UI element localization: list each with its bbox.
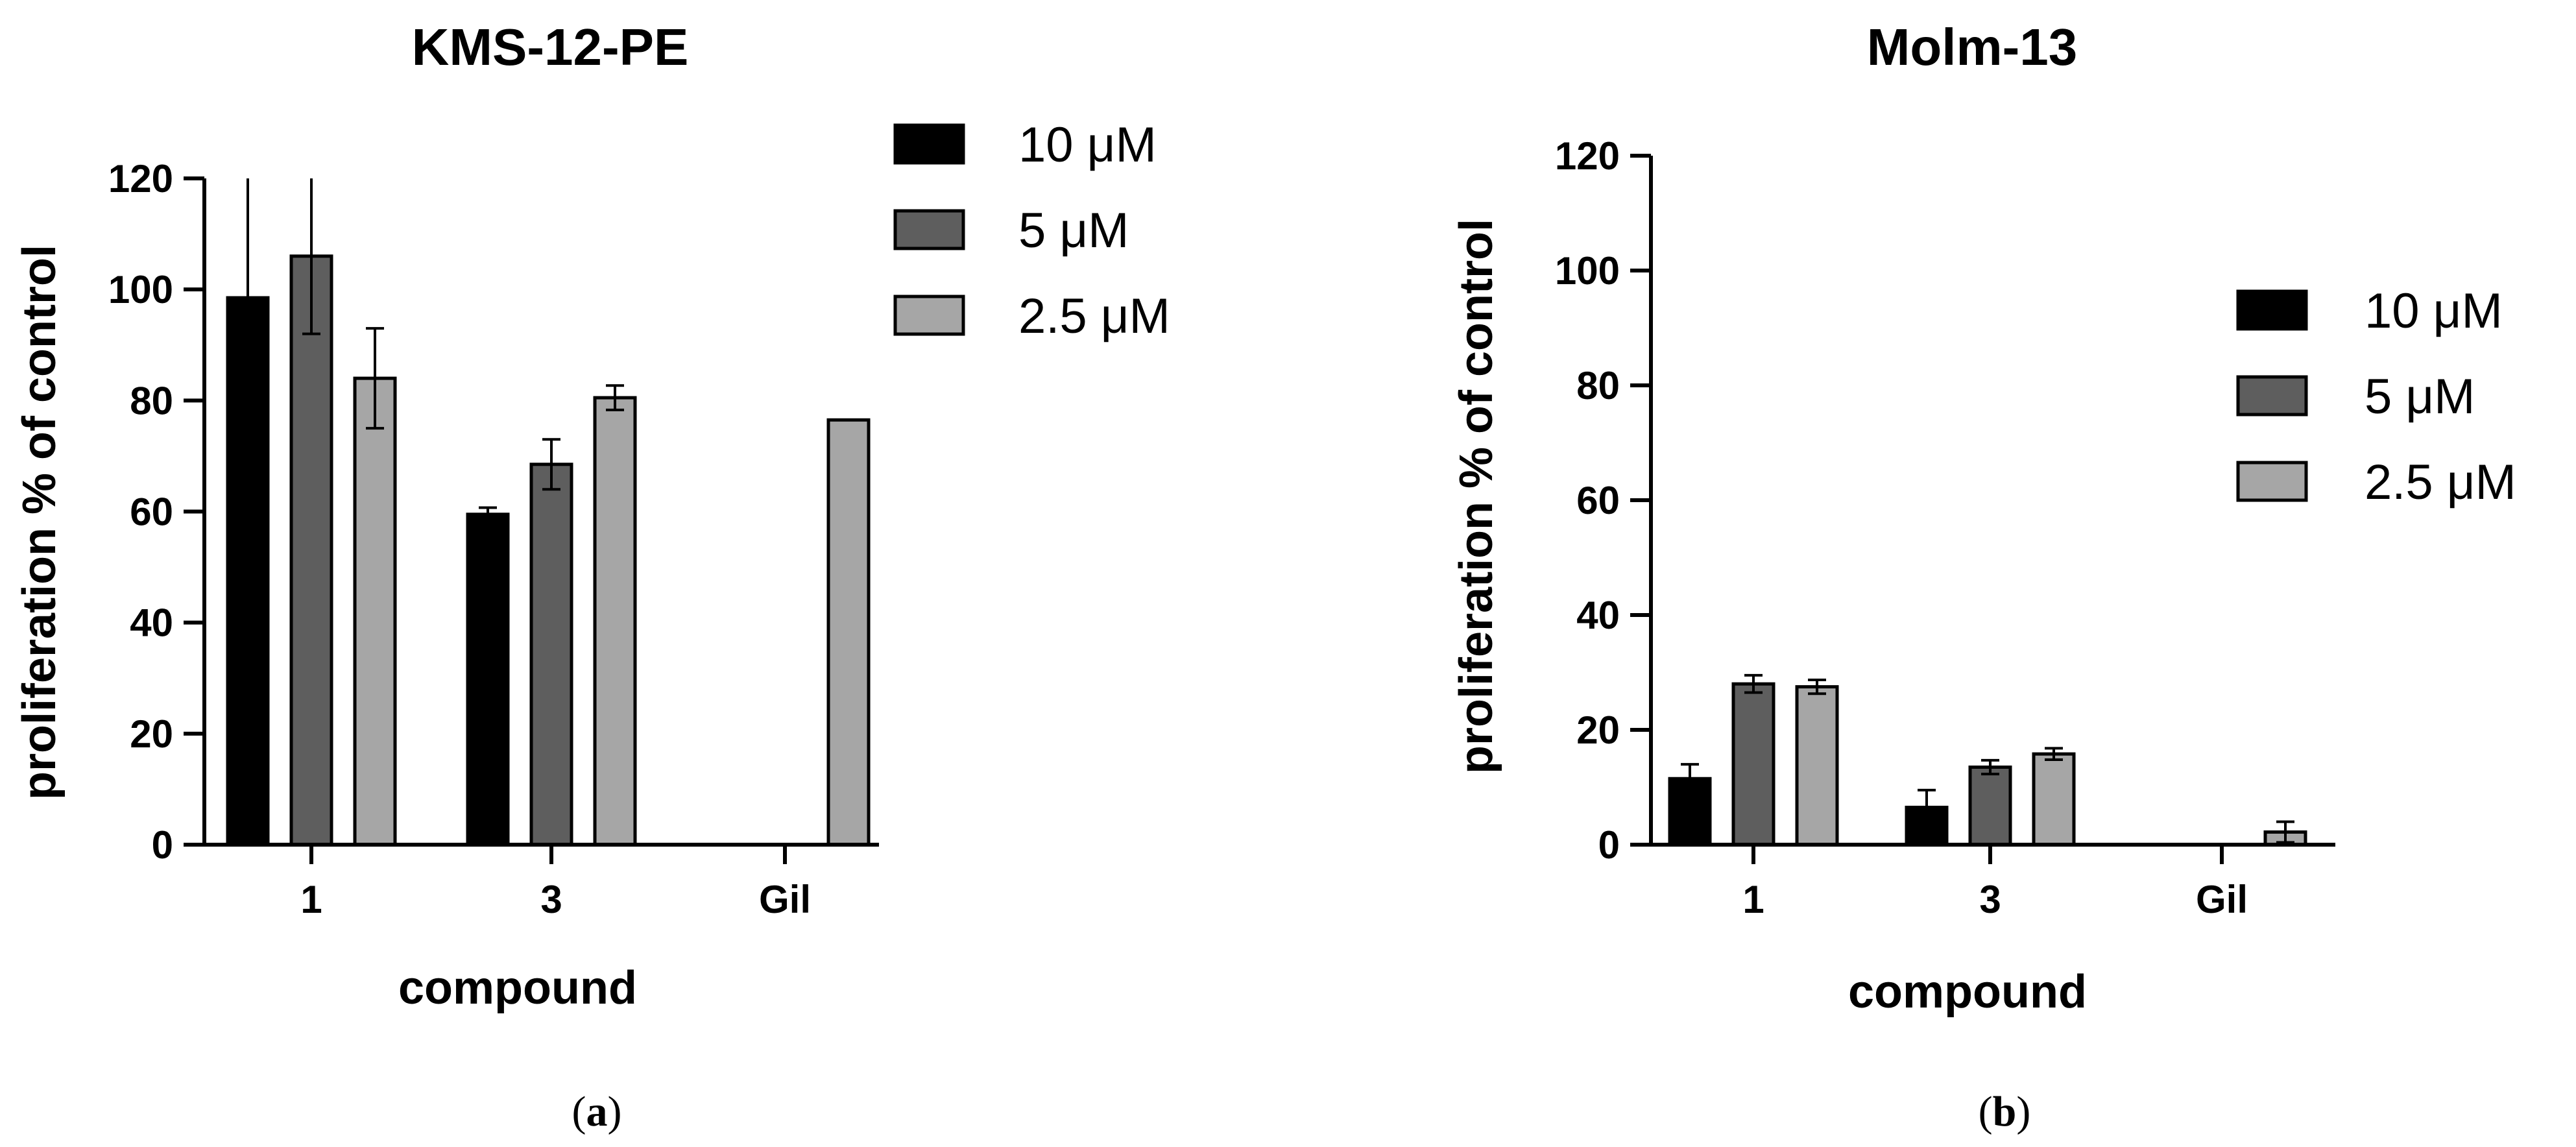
legend-label: 2.5 μM: [2365, 455, 2516, 510]
bar: [529, 463, 573, 847]
legend-swatch: [2236, 289, 2308, 331]
error-bar: [1918, 788, 1936, 827]
chart-molm-13: Molm-13 proliferation % of control compo…: [1451, 18, 2516, 1135]
chart-title: KMS-12-PE: [412, 18, 689, 76]
y-axis-label: proliferation % of control: [1451, 219, 1502, 774]
error-bar: [239, 178, 257, 419]
legend-item: 2.5 μM: [2236, 455, 2516, 510]
y-tick-label: 20: [1576, 708, 1620, 752]
error-bar: [1681, 763, 1699, 795]
bar: [353, 376, 397, 847]
error-bar: [302, 178, 320, 335]
y-tick-label: 0: [1598, 823, 1620, 867]
legend-item: 10 μM: [2236, 284, 2503, 339]
error-bar: [1981, 758, 1999, 776]
legend: 10 μM 5 μM 2.5 μM: [2236, 284, 2516, 510]
bar: [1795, 685, 1839, 847]
legend-item: 5 μM: [2236, 369, 2475, 424]
y-tick-label: 120: [108, 157, 173, 200]
bar: [466, 513, 510, 847]
error-bar: [366, 327, 384, 430]
legend-label: 2.5 μM: [1018, 289, 1170, 344]
panel-label-a: (a): [572, 1088, 622, 1135]
plot-area: 0 20 40 60 80 100 120 1 3 Gil: [1555, 134, 2335, 921]
bar: [289, 254, 333, 847]
bar: [593, 396, 637, 847]
y-tick-label: 0: [152, 823, 173, 867]
legend-label: 5 μM: [2365, 369, 2475, 424]
error-bar: [606, 384, 624, 411]
error-bar: [1808, 679, 1826, 695]
legend-label: 10 μM: [2365, 284, 2503, 339]
legend-swatch: [2236, 461, 2308, 502]
legend-item: 10 μM: [893, 117, 1157, 173]
legend-swatch: [893, 123, 965, 165]
bar: [2032, 752, 2076, 847]
panel-label-b: (b): [1979, 1088, 2031, 1135]
x-tick-label: Gil: [759, 878, 811, 921]
legend-label: 5 μM: [1018, 203, 1129, 258]
y-tick-label: 20: [130, 712, 173, 756]
error-bar: [1744, 673, 1763, 694]
x-tick-label: 3: [540, 878, 562, 921]
bar: [1968, 766, 2012, 847]
legend-item: 2.5 μM: [893, 289, 1170, 344]
x-axis-label: compound: [1848, 966, 2087, 1018]
x-axis-label: compound: [398, 962, 637, 1014]
y-tick-label: 100: [1555, 249, 1620, 293]
error-bar: [2276, 820, 2294, 844]
legend-swatch: [893, 295, 965, 336]
y-tick-label: 120: [1555, 134, 1620, 178]
y-tick-label: 40: [1576, 594, 1620, 637]
legend-label: 10 μM: [1018, 117, 1157, 173]
y-tick-label: 100: [108, 268, 173, 311]
y-tick-label: 80: [130, 379, 173, 422]
y-tick-label: 80: [1576, 364, 1620, 407]
x-tick-label: 1: [300, 878, 322, 921]
bar: [1731, 682, 1776, 847]
y-tick-label: 60: [1576, 479, 1620, 522]
error-bar: [542, 438, 560, 491]
legend-swatch: [2236, 375, 2308, 417]
legend: 10 μM 5 μM 2.5 μM: [893, 117, 1170, 344]
error-bar: [2045, 747, 2063, 762]
y-axis-label: proliferation % of control: [14, 245, 66, 800]
legend-item: 5 μM: [893, 203, 1129, 258]
y-tick-label: 60: [130, 490, 173, 534]
chart-kms-12-pe: KMS-12-PE proliferation % of control com…: [14, 18, 1170, 1135]
x-tick-label: Gil: [2196, 878, 2248, 921]
chart-title: Molm-13: [1867, 18, 2078, 76]
y-tick-label: 40: [130, 601, 173, 645]
bar: [826, 418, 871, 847]
legend-swatch: [893, 209, 965, 250]
x-tick-label: 1: [1742, 878, 1764, 921]
x-tick-label: 3: [1979, 878, 2001, 921]
plot-area: 0 20 40 60 80 100 120 1 3 Gil: [108, 157, 879, 921]
error-bar: [479, 506, 497, 523]
